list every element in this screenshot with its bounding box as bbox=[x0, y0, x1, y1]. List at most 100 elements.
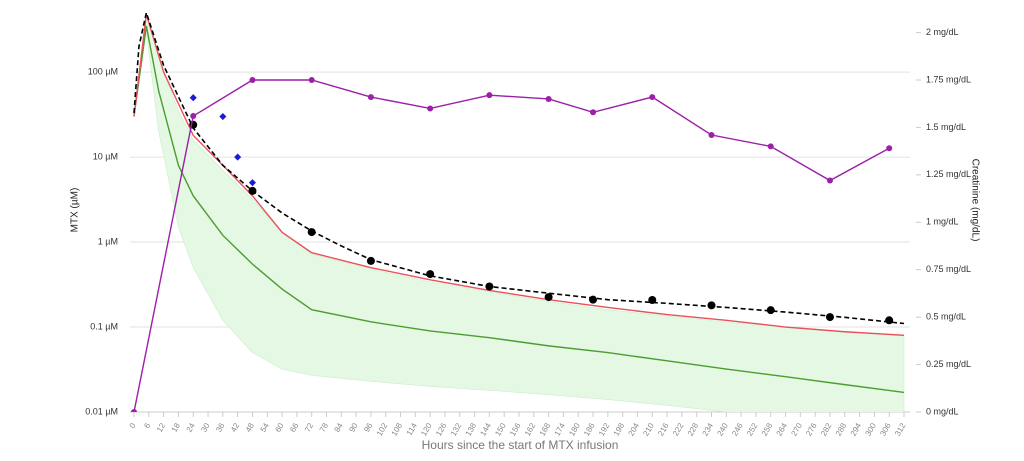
data-point bbox=[307, 228, 316, 237]
diamond-point bbox=[219, 113, 227, 121]
x-tick-label: 144 bbox=[478, 421, 493, 438]
y2-tick-label: 1 mg/dL bbox=[926, 217, 959, 227]
x-tick-label: 192 bbox=[597, 421, 612, 438]
x-tick-label: 276 bbox=[804, 421, 819, 438]
x-axis-title: Hours since the start of MTX infusion bbox=[422, 438, 619, 452]
data-point bbox=[367, 94, 374, 101]
x-tick-label: 168 bbox=[538, 421, 553, 438]
x-tick-label: 150 bbox=[493, 421, 508, 438]
x-tick-label: 18 bbox=[170, 421, 183, 434]
data-point bbox=[766, 306, 775, 315]
x-tick-label: 246 bbox=[730, 421, 745, 438]
x-tick-label: 78 bbox=[318, 421, 331, 434]
data-point bbox=[544, 293, 553, 302]
x-tick-label: 30 bbox=[199, 421, 212, 434]
y-tick-label: 100 µM bbox=[88, 66, 118, 76]
x-tick-label: 66 bbox=[288, 421, 301, 434]
y2-tick-label: 0.5 mg/dL bbox=[926, 312, 966, 322]
y-tick-label: 0.1 µM bbox=[90, 321, 118, 331]
series-line bbox=[133, 25, 905, 394]
data-point bbox=[249, 76, 256, 83]
x-tick-label: 162 bbox=[523, 421, 538, 438]
data-point bbox=[826, 177, 833, 184]
x-tick-label: 204 bbox=[627, 421, 642, 438]
confidence-band bbox=[133, 14, 905, 412]
diamond-point bbox=[189, 94, 197, 102]
data-point bbox=[545, 95, 552, 102]
plot-area bbox=[131, 9, 905, 412]
x-tick-label: 312 bbox=[893, 421, 908, 438]
x-tick-label: 210 bbox=[641, 421, 656, 438]
data-point bbox=[486, 92, 493, 99]
y2-tick-label: 0.75 mg/dL bbox=[926, 264, 971, 274]
y2-tick-label: 1.5 mg/dL bbox=[926, 122, 966, 132]
data-point bbox=[767, 143, 774, 150]
data-point bbox=[131, 409, 137, 412]
data-point bbox=[366, 256, 375, 265]
data-point bbox=[648, 296, 657, 305]
x-tick-label: 300 bbox=[863, 421, 878, 438]
data-point bbox=[886, 145, 893, 152]
data-point bbox=[825, 313, 834, 322]
data-point bbox=[708, 132, 715, 139]
x-tick-label: 54 bbox=[259, 421, 272, 434]
x-tick-label: 264 bbox=[775, 421, 790, 438]
y-tick-label: 10 µM bbox=[93, 151, 118, 161]
y2-tick-label: 0.25 mg/dL bbox=[926, 359, 971, 369]
x-tick-label: 174 bbox=[553, 421, 568, 438]
x-tick-label: 42 bbox=[229, 421, 242, 434]
x-tick-label: 270 bbox=[789, 421, 804, 438]
data-point bbox=[308, 76, 315, 83]
x-tick-label: 228 bbox=[686, 421, 701, 438]
x-tick-label: 12 bbox=[155, 421, 168, 434]
x-tick-label: 288 bbox=[834, 421, 849, 438]
x-tick-label: 108 bbox=[390, 421, 405, 438]
x-tick-label: 222 bbox=[671, 421, 686, 438]
x-tick-label: 138 bbox=[464, 421, 479, 438]
x-tick-label: 6 bbox=[142, 421, 152, 430]
data-point bbox=[248, 186, 257, 195]
data-point bbox=[707, 301, 716, 310]
y-tick-label: 1 µM bbox=[98, 236, 118, 246]
x-tick-label: 252 bbox=[745, 421, 760, 438]
data-point bbox=[190, 113, 197, 120]
data-point bbox=[649, 94, 656, 101]
x-tick-label: 258 bbox=[760, 421, 775, 438]
x-tick-label: 90 bbox=[347, 421, 360, 434]
x-tick-label: 84 bbox=[333, 421, 346, 434]
x-tick-label: 180 bbox=[567, 421, 582, 438]
series-line bbox=[133, 79, 890, 412]
x-tick-label: 0 bbox=[128, 421, 138, 430]
data-point bbox=[885, 316, 894, 325]
y-tick-label: 0.01 µM bbox=[85, 406, 118, 416]
x-tick-label: 24 bbox=[185, 421, 198, 434]
x-tick-label: 234 bbox=[701, 421, 716, 438]
y2-tick-label: 2 mg/dL bbox=[926, 27, 959, 37]
x-tick-label: 216 bbox=[656, 421, 671, 438]
x-tick-label: 282 bbox=[819, 421, 834, 438]
x-tick-label: 240 bbox=[715, 421, 730, 438]
x-tick-label: 102 bbox=[375, 421, 390, 438]
data-point bbox=[485, 282, 494, 291]
x-tick-label: 306 bbox=[878, 421, 893, 438]
diamond-point bbox=[234, 153, 242, 161]
x-tick-label: 294 bbox=[849, 421, 864, 438]
x-tick-label: 126 bbox=[434, 421, 449, 438]
x-tick-label: 132 bbox=[449, 421, 464, 438]
data-point bbox=[426, 270, 435, 279]
x-tick-label: 60 bbox=[273, 421, 286, 434]
x-tick-label: 120 bbox=[419, 421, 434, 438]
x-tick-label: 114 bbox=[405, 421, 419, 437]
x-tick-label: 96 bbox=[362, 421, 375, 434]
x-tick-label: 198 bbox=[612, 421, 627, 438]
series-line bbox=[133, 9, 905, 325]
x-tick-label: 36 bbox=[214, 421, 227, 434]
diamond-point bbox=[248, 179, 256, 187]
data-point bbox=[589, 295, 598, 304]
x-tick-label: 186 bbox=[582, 421, 597, 438]
x-tick-label: 72 bbox=[303, 421, 316, 434]
data-point bbox=[590, 109, 597, 116]
y2-axis-title: Creatinine (mg/dL) bbox=[969, 159, 980, 242]
data-point bbox=[427, 105, 434, 112]
